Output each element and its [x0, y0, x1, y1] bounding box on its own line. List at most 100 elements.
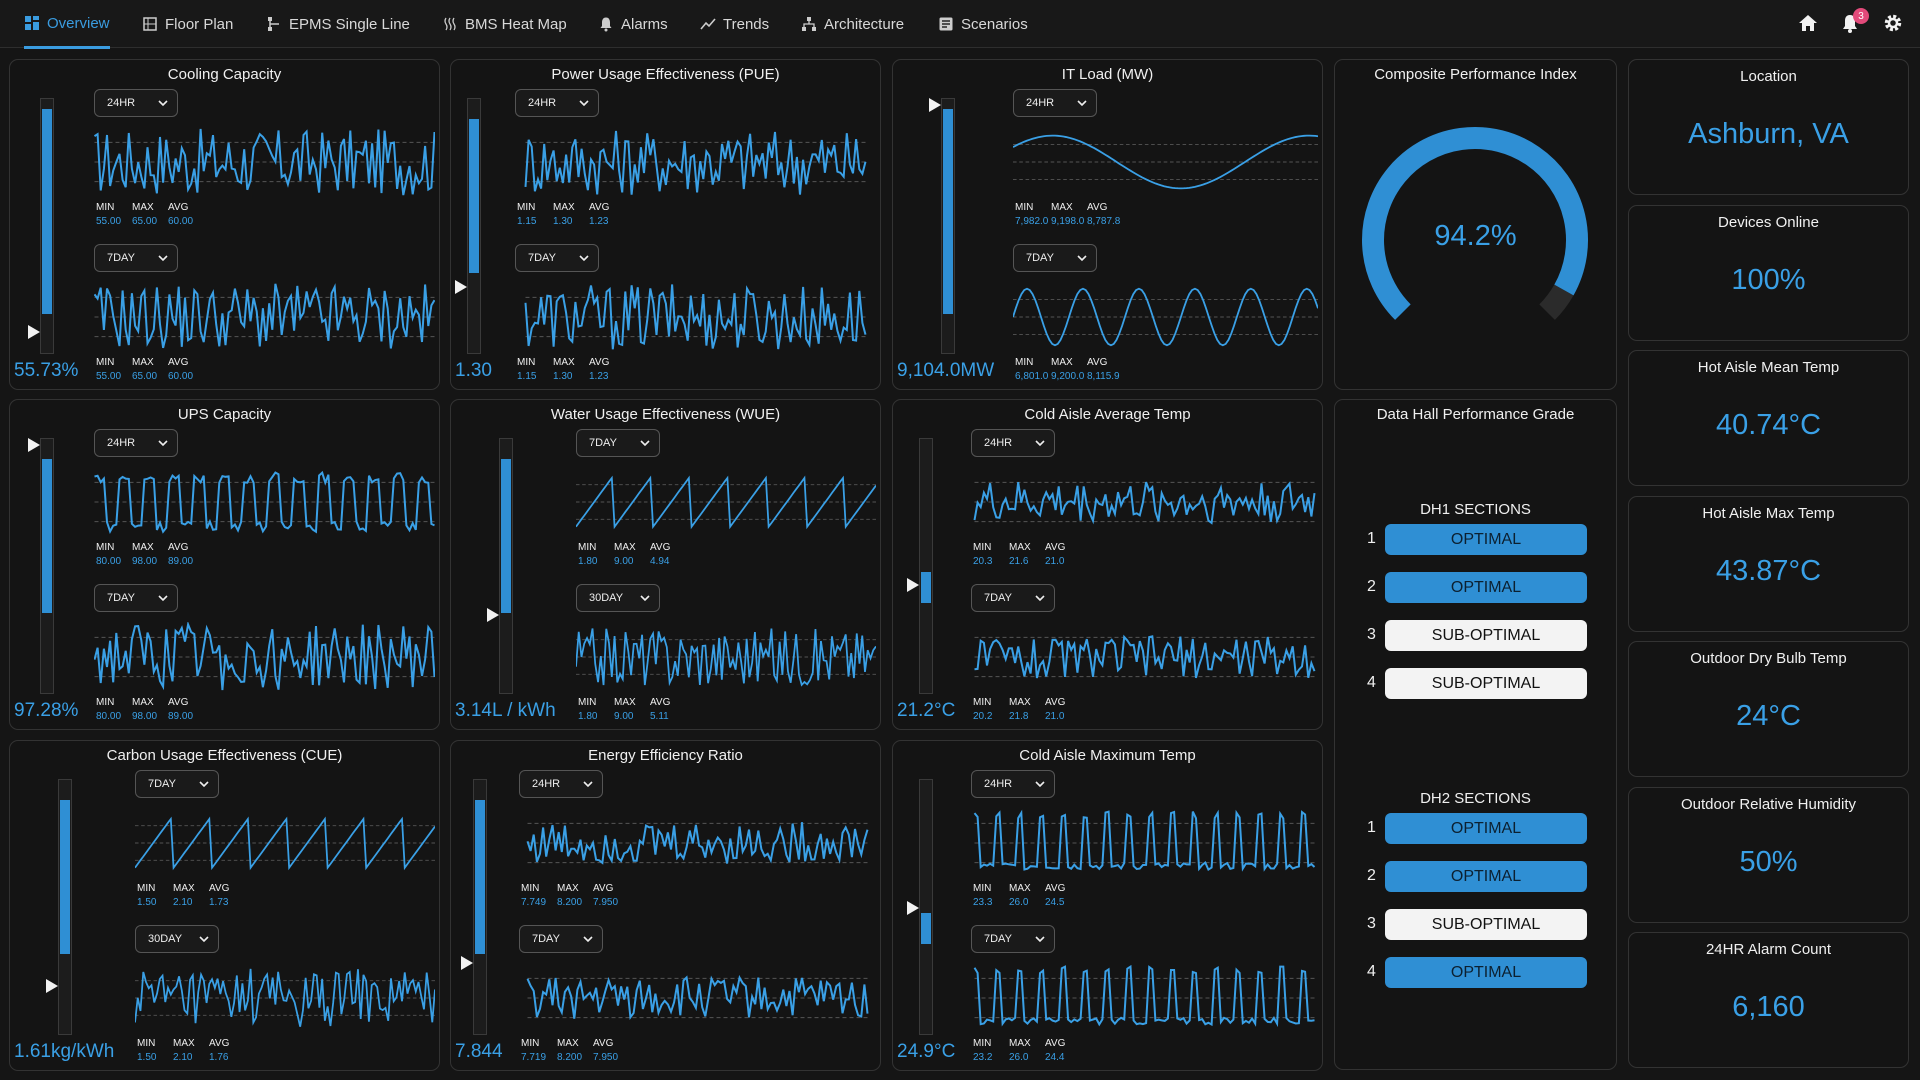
- stat-max: MAX 9,198.0: [1051, 202, 1084, 227]
- section-status-badge[interactable]: SUB-OPTIMAL: [1385, 620, 1587, 651]
- metric-card: Cooling Capacity 55.73% 24HR MIN 55.00 MAX 65.…: [9, 59, 440, 390]
- tab-overview[interactable]: Overview: [24, 0, 110, 49]
- sparkline-chart: [524, 130, 867, 195]
- trend-line: [576, 628, 876, 687]
- time-range-dropdown[interactable]: 30DAY: [135, 925, 219, 953]
- dh2-sections-title: DH2 SECTIONS: [1420, 790, 1531, 807]
- tab-architecture[interactable]: Architecture: [801, 0, 904, 48]
- section-status-badge[interactable]: OPTIMAL: [1385, 861, 1587, 892]
- stat-max: MAX 21.8: [1009, 697, 1031, 722]
- stat-avg: AVG 89.00: [168, 697, 193, 722]
- level-bar-fill: [501, 459, 511, 613]
- section-status-badge[interactable]: OPTIMAL: [1385, 813, 1587, 844]
- stat-avg: AVG 8,115.9: [1087, 357, 1120, 382]
- data-hall-grade-card: Data Hall Performance Grade DH1 SECTIONS…: [1334, 399, 1617, 1070]
- home-button[interactable]: [1797, 12, 1821, 36]
- min-max-avg-stats: MIN 1.80 MAX 9.00 AVG 5.11: [578, 697, 738, 725]
- hot-aisle-max-temp-card: Hot Aisle Max Temp 43.87°C: [1628, 495, 1909, 632]
- stat-max-value: 65.00: [132, 216, 158, 227]
- time-range-dropdown[interactable]: 7DAY: [576, 429, 660, 457]
- metric-value: 1.61kg/kWh: [14, 1041, 115, 1062]
- tab-epms-single-line[interactable]: EPMS Single Line: [266, 0, 410, 48]
- stat-min: MIN 20.3: [973, 542, 992, 567]
- time-range-dropdown[interactable]: 30DAY: [576, 584, 660, 612]
- section-status-badge[interactable]: OPTIMAL: [1385, 957, 1587, 988]
- time-range-dropdown[interactable]: 24HR: [971, 429, 1055, 457]
- stat-avg-label: AVG: [168, 697, 189, 708]
- tab-bms-heat-map[interactable]: BMS Heat Map: [442, 0, 567, 48]
- stat-avg-value: 1.73: [209, 897, 229, 908]
- top-navigation: Overview Floor Plan EPMS Single Line BMS…: [0, 0, 1920, 49]
- min-max-avg-stats: MIN 80.00 MAX 98.00 AVG 89.00: [96, 697, 256, 725]
- outdoor-relative-humidity-card: Outdoor Relative Humidity 50%: [1628, 786, 1909, 923]
- section-number: 4: [1367, 674, 1376, 691]
- time-range-dropdown[interactable]: 24HR: [515, 89, 599, 117]
- stat-avg-label: AVG: [1045, 697, 1066, 708]
- stat-min-value: 7.749: [521, 897, 547, 908]
- stat-min-label: MIN: [96, 697, 115, 708]
- stat-max-label: MAX: [132, 542, 154, 553]
- stat-max: MAX 26.0: [1009, 883, 1031, 908]
- stat-min-label: MIN: [973, 883, 992, 894]
- level-bar: [499, 438, 513, 694]
- time-range-dropdown[interactable]: 7DAY: [94, 244, 178, 272]
- tab-scenarios[interactable]: Scenarios: [938, 0, 1028, 48]
- section-status-badge[interactable]: SUB-OPTIMAL: [1385, 668, 1587, 699]
- stat-max-value: 2.10: [173, 897, 193, 908]
- min-max-avg-stats: MIN 1.15 MAX 1.30 AVG 1.23: [517, 357, 677, 385]
- stat-avg: AVG 24.5: [1045, 883, 1065, 908]
- trend-line: [1013, 134, 1318, 190]
- chevron-down-icon: [1077, 255, 1087, 262]
- card-title: Outdoor Relative Humidity: [1680, 795, 1857, 813]
- time-range-dropdown[interactable]: 24HR: [519, 770, 603, 798]
- sparkline-chart: [576, 475, 876, 530]
- stat-max-value: 21.8: [1009, 711, 1029, 722]
- section-status-badge[interactable]: OPTIMAL: [1385, 572, 1587, 603]
- hot-aisle-mean-temp-card: Hot Aisle Mean Temp 40.74°C: [1628, 350, 1909, 486]
- time-range-dropdown[interactable]: 24HR: [1013, 89, 1097, 117]
- metric-value: 7.844: [455, 1041, 503, 1062]
- settings-button[interactable]: [1882, 12, 1906, 36]
- stat-min-label: MIN: [96, 202, 115, 213]
- notifications-button[interactable]: 3: [1839, 8, 1869, 36]
- time-range-label: 7DAY: [148, 778, 176, 790]
- time-range-dropdown[interactable]: 7DAY: [135, 770, 219, 798]
- time-range-dropdown[interactable]: 7DAY: [971, 925, 1055, 953]
- stat-avg: AVG 4.94: [650, 542, 670, 567]
- section-status-badge[interactable]: SUB-OPTIMAL: [1385, 909, 1587, 940]
- stat-avg-value: 60.00: [168, 216, 194, 227]
- time-range-dropdown[interactable]: 7DAY: [515, 244, 599, 272]
- stat-max-label: MAX: [1009, 883, 1031, 894]
- time-range-dropdown[interactable]: 7DAY: [971, 584, 1055, 612]
- stat-min: MIN 20.2: [973, 697, 992, 722]
- time-range-dropdown[interactable]: 7DAY: [519, 925, 603, 953]
- tab-floor-plan[interactable]: Floor Plan: [142, 0, 233, 48]
- stat-max-value: 65.00: [132, 371, 158, 382]
- min-max-avg-stats: MIN 1.50 MAX 2.10 AVG 1.73: [137, 883, 297, 911]
- hierarchy-icon: [802, 17, 816, 31]
- level-bar-fill: [42, 459, 52, 613]
- stat-min-value: 55.00: [96, 216, 122, 227]
- tab-label: Trends: [723, 15, 770, 33]
- stat-avg-value: 24.4: [1045, 1052, 1065, 1063]
- composite-value: 94.2%: [1434, 220, 1517, 252]
- tab-trends[interactable]: Trends: [700, 0, 769, 48]
- time-range-label: 7DAY: [984, 933, 1012, 945]
- time-range-label: 24HR: [1026, 97, 1055, 109]
- stat-avg: AVG 5.11: [650, 697, 670, 722]
- stat-avg-label: AVG: [209, 883, 230, 894]
- level-marker: [907, 901, 919, 915]
- stat-min-value: 20.3: [973, 556, 993, 567]
- card-title: Hot Aisle Mean Temp: [1697, 359, 1840, 376]
- time-range-dropdown[interactable]: 7DAY: [94, 584, 178, 612]
- time-range-dropdown[interactable]: 24HR: [971, 770, 1055, 798]
- tab-alarms[interactable]: Alarms: [598, 0, 668, 48]
- time-range-dropdown[interactable]: 7DAY: [1013, 244, 1097, 272]
- level-marker: [907, 578, 919, 592]
- chevron-down-icon: [1035, 440, 1045, 447]
- metric-value: 97.28%: [14, 700, 79, 721]
- time-range-dropdown[interactable]: 24HR: [94, 89, 178, 117]
- time-range-dropdown[interactable]: 24HR: [94, 429, 178, 457]
- stat-avg-label: AVG: [209, 1038, 230, 1049]
- section-status-badge[interactable]: OPTIMAL: [1385, 524, 1587, 555]
